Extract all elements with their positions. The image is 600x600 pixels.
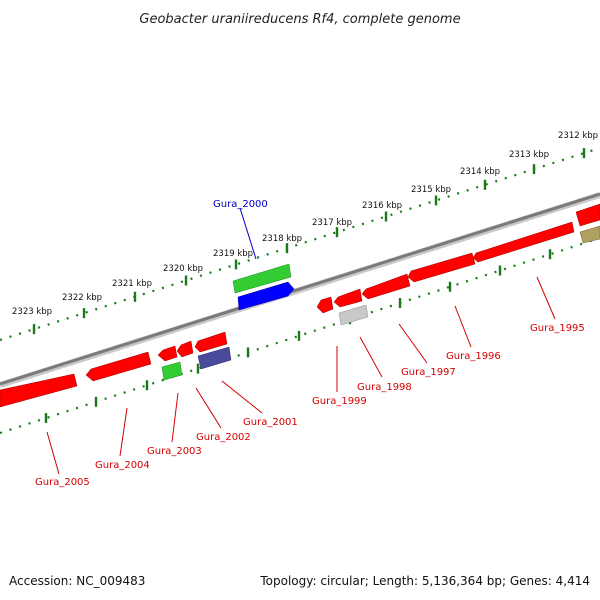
inner-scale <box>0 236 600 435</box>
callout-gura-2000 <box>239 207 257 260</box>
scale-label-2312: 2312 kbp <box>558 131 598 141</box>
feature-red-tiny-2 <box>157 345 178 362</box>
accession-text: Accession: NC_009483 <box>9 574 146 588</box>
label-gura-1999: Gura_1999 <box>312 396 367 407</box>
callout-gura-2005 <box>46 431 60 475</box>
scale-label-2320: 2320 kbp <box>163 264 203 274</box>
label-gura-1995: Gura_1995 <box>530 323 585 334</box>
genome-summary-text: Topology: circular; Length: 5,136,364 bp… <box>260 574 590 588</box>
label-gura-2003: Gura_2003 <box>147 446 202 457</box>
callout-gura-1998 <box>359 336 383 378</box>
label-gura-2005: Gura_2005 <box>35 477 90 488</box>
gene-gura-2000 <box>237 281 295 311</box>
gene-gura-2002 <box>194 331 228 353</box>
feature-red-right <box>575 203 600 227</box>
gene-gura-2005 <box>0 373 78 408</box>
feature-red-small <box>316 296 334 314</box>
feature-green-upper <box>232 263 292 294</box>
gene-gura-2004 <box>85 351 152 382</box>
callouts <box>46 207 556 475</box>
label-gura-2004: Gura_2004 <box>95 460 150 471</box>
gene-gura-1997 <box>361 273 411 300</box>
scale-label-2316: 2316 kbp <box>362 201 402 211</box>
gene-gura-1995 <box>472 221 575 263</box>
gene-labels: Gura_2000 Gura_1995 Gura_1996 Gura_1997 … <box>35 199 585 488</box>
gene-gura-2003 <box>161 361 183 381</box>
label-gura-2001: Gura_2001 <box>243 417 298 428</box>
scale-label-2313: 2313 kbp <box>509 150 549 160</box>
callout-gura-2001 <box>221 380 263 414</box>
genome-backbone-core <box>0 192 600 386</box>
callout-gura-2002 <box>195 387 222 429</box>
gene-gura-1996 <box>407 252 476 283</box>
scale-label-2315: 2315 kbp <box>411 185 451 195</box>
gene-gura-1999 <box>338 304 369 326</box>
callout-gura-1996 <box>454 305 472 348</box>
feature-khaki <box>579 225 600 244</box>
feature-red-tiny <box>176 340 194 358</box>
label-gura-1997: Gura_1997 <box>401 367 456 378</box>
outer-scale: 2312 kbp 2313 kbp 2314 kbp 2315 kbp 2316… <box>0 131 600 342</box>
callout-gura-2004 <box>119 407 128 457</box>
features <box>0 203 600 408</box>
scale-label-2318: 2318 kbp <box>262 234 302 244</box>
callout-gura-1997 <box>398 323 428 364</box>
scale-label-2317: 2317 kbp <box>312 218 352 228</box>
scale-label-2323: 2323 kbp <box>12 307 52 317</box>
label-gura-2002: Gura_2002 <box>196 432 251 443</box>
scale-label-2321: 2321 kbp <box>112 279 152 289</box>
gene-gura-2001 <box>197 346 232 370</box>
scale-label-2322: 2322 kbp <box>62 293 102 303</box>
label-gura-1996: Gura_1996 <box>446 351 501 362</box>
scale-label-2319: 2319 kbp <box>213 249 253 259</box>
gene-gura-1998 <box>333 288 363 308</box>
callout-gura-2003 <box>171 392 179 443</box>
label-gura-2000: Gura_2000 <box>213 199 268 210</box>
label-gura-1998: Gura_1998 <box>357 382 412 393</box>
scale-label-2314: 2314 kbp <box>460 167 500 177</box>
callout-gura-1995 <box>536 276 556 320</box>
map-title: Geobacter uraniireducens Rf4, complete g… <box>139 12 460 27</box>
